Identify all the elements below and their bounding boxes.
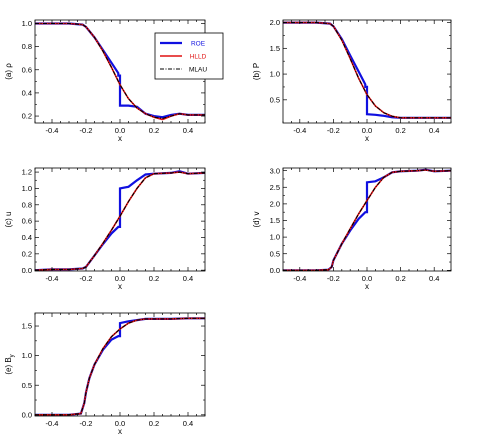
y-axis-label: (d) v	[252, 212, 261, 228]
y-tick-label: 0.6	[22, 217, 32, 226]
x-tick-label: 0.4	[183, 274, 193, 283]
y-tick-label: 0.2	[22, 112, 32, 121]
y-tick-label: 0.5	[22, 381, 32, 390]
x-tick-label: 0.2	[149, 126, 159, 135]
series-line-mlau	[283, 22, 451, 119]
x-tick-label: 0.2	[149, 419, 159, 428]
y-tick-label: 1.5	[22, 322, 32, 331]
panel-velocity-v: -0.4 -0.2 0.0 0.2 0.4 0.0 0.5 1.0 1.5 2.0 2.5 3.0 x (…	[252, 166, 452, 291]
x-axis-label: x	[365, 134, 369, 143]
legend: ROE HLLD MLAU	[154, 32, 224, 80]
x-axis-label: x	[118, 282, 122, 291]
x-tick-label: 0.0	[115, 274, 125, 283]
legend-label-mlau: MLAU	[189, 67, 207, 74]
x-tick-label: -0.2	[327, 274, 340, 283]
y-tick-label: 0.5	[270, 95, 280, 104]
y-tick-label: 1.0	[270, 70, 280, 79]
series-group	[283, 168, 451, 271]
y-tick-label: 1.5	[270, 216, 280, 225]
x-tick-label: -0.4	[293, 274, 306, 283]
x-tick-label: 0.0	[362, 274, 372, 283]
panel-velocity-u: -0.4 -0.2 0.0 0.2 0.4 0.0 0.2 0.4 0.6 0.8 1.0 1.2 x (…	[4, 167, 206, 291]
x-tick-label: 0.2	[149, 274, 159, 283]
y-tick-label: 0.8	[22, 42, 32, 51]
y-axis-label: (c) u	[4, 212, 13, 228]
x-axis-label: x	[365, 282, 369, 291]
x-tick-label: 0.0	[115, 126, 125, 135]
x-tick-label: 0.4	[429, 126, 439, 135]
x-tick-label: 0.4	[429, 274, 439, 283]
y-tick-label: 0.4	[22, 89, 32, 98]
y-axis-label: (e) By	[4, 354, 16, 374]
y-tick-label: 2.0	[270, 18, 280, 27]
y-tick-label: 1.0	[22, 351, 32, 360]
series-line-roe	[35, 317, 205, 416]
series-line-roe	[283, 168, 451, 271]
y-axis-label: (b) P	[252, 63, 261, 80]
y-tick-label: 1.2	[22, 168, 32, 177]
x-tick-label: -0.4	[293, 126, 306, 135]
x-tick-label: 0.0	[362, 126, 372, 135]
x-tick-label: -0.4	[46, 274, 59, 283]
legend-label-hlld: HLLD	[190, 54, 207, 61]
series-line-roe	[283, 21, 451, 119]
x-axis-label: x	[118, 134, 122, 143]
y-tick-label: 1.0	[22, 19, 32, 28]
y-tick-label: 0.4	[22, 233, 32, 242]
series-line-mlau	[35, 22, 205, 119]
x-tick-label: -0.2	[80, 419, 93, 428]
x-tick-label: 0.4	[183, 419, 193, 428]
y-tick-label: 1.5	[270, 44, 280, 53]
y-tick-label: 0.0	[22, 410, 32, 419]
x-tick-label: -0.4	[46, 419, 59, 428]
y-tick-label: 0.5	[270, 249, 280, 258]
panel-density: -0.4 -0.2 0.0 0.2 0.4 0.2 0.4 0.6 0.8 1.0 x (a) ρ RO…	[4, 19, 224, 143]
series-group	[35, 170, 205, 271]
legend-label-roe: ROE	[191, 41, 206, 48]
x-tick-label: -0.2	[80, 126, 93, 135]
x-tick-label: -0.2	[80, 274, 93, 283]
y-tick-label: 2.5	[270, 183, 280, 192]
y-tick-label: 0.0	[270, 266, 280, 275]
series-group	[35, 317, 205, 416]
y-tick-label: 0.6	[22, 65, 32, 74]
x-tick-label: 0.2	[395, 274, 405, 283]
panel-magnetic-by: -0.4 -0.2 0.0 0.2 0.4 0.0 0.5 1.0 1.5 x (e) By	[4, 312, 206, 436]
y-tick-label: 0.2	[22, 249, 32, 258]
x-tick-label: -0.4	[46, 126, 59, 135]
series-group	[283, 21, 451, 119]
y-tick-label: 2.0	[270, 199, 280, 208]
y-tick-label: 3.0	[270, 166, 280, 175]
x-tick-label: 0.4	[183, 126, 193, 135]
series-line-mlau	[35, 171, 205, 271]
x-tick-label: 0.2	[395, 126, 405, 135]
series-line-mlau	[283, 169, 451, 271]
y-tick-label: 0.0	[22, 266, 32, 275]
y-axis-label: (a) ρ	[4, 63, 13, 80]
y-tick-label: 0.8	[22, 200, 32, 209]
series-group	[35, 22, 205, 121]
y-tick-label: 1.0	[270, 233, 280, 242]
x-tick-label: -0.2	[327, 126, 340, 135]
series-line-roe	[35, 170, 205, 271]
y-tick-label: 1.0	[22, 184, 32, 193]
x-tick-label: 0.0	[115, 419, 125, 428]
panel-pressure: -0.4 -0.2 0.0 0.2 0.4 0.5 1.0 1.5 2.0 x (b) P	[252, 18, 452, 143]
y-axis-label-subscript: y	[10, 354, 16, 357]
x-axis-label: x	[118, 427, 122, 436]
series-line-mlau	[35, 317, 205, 416]
